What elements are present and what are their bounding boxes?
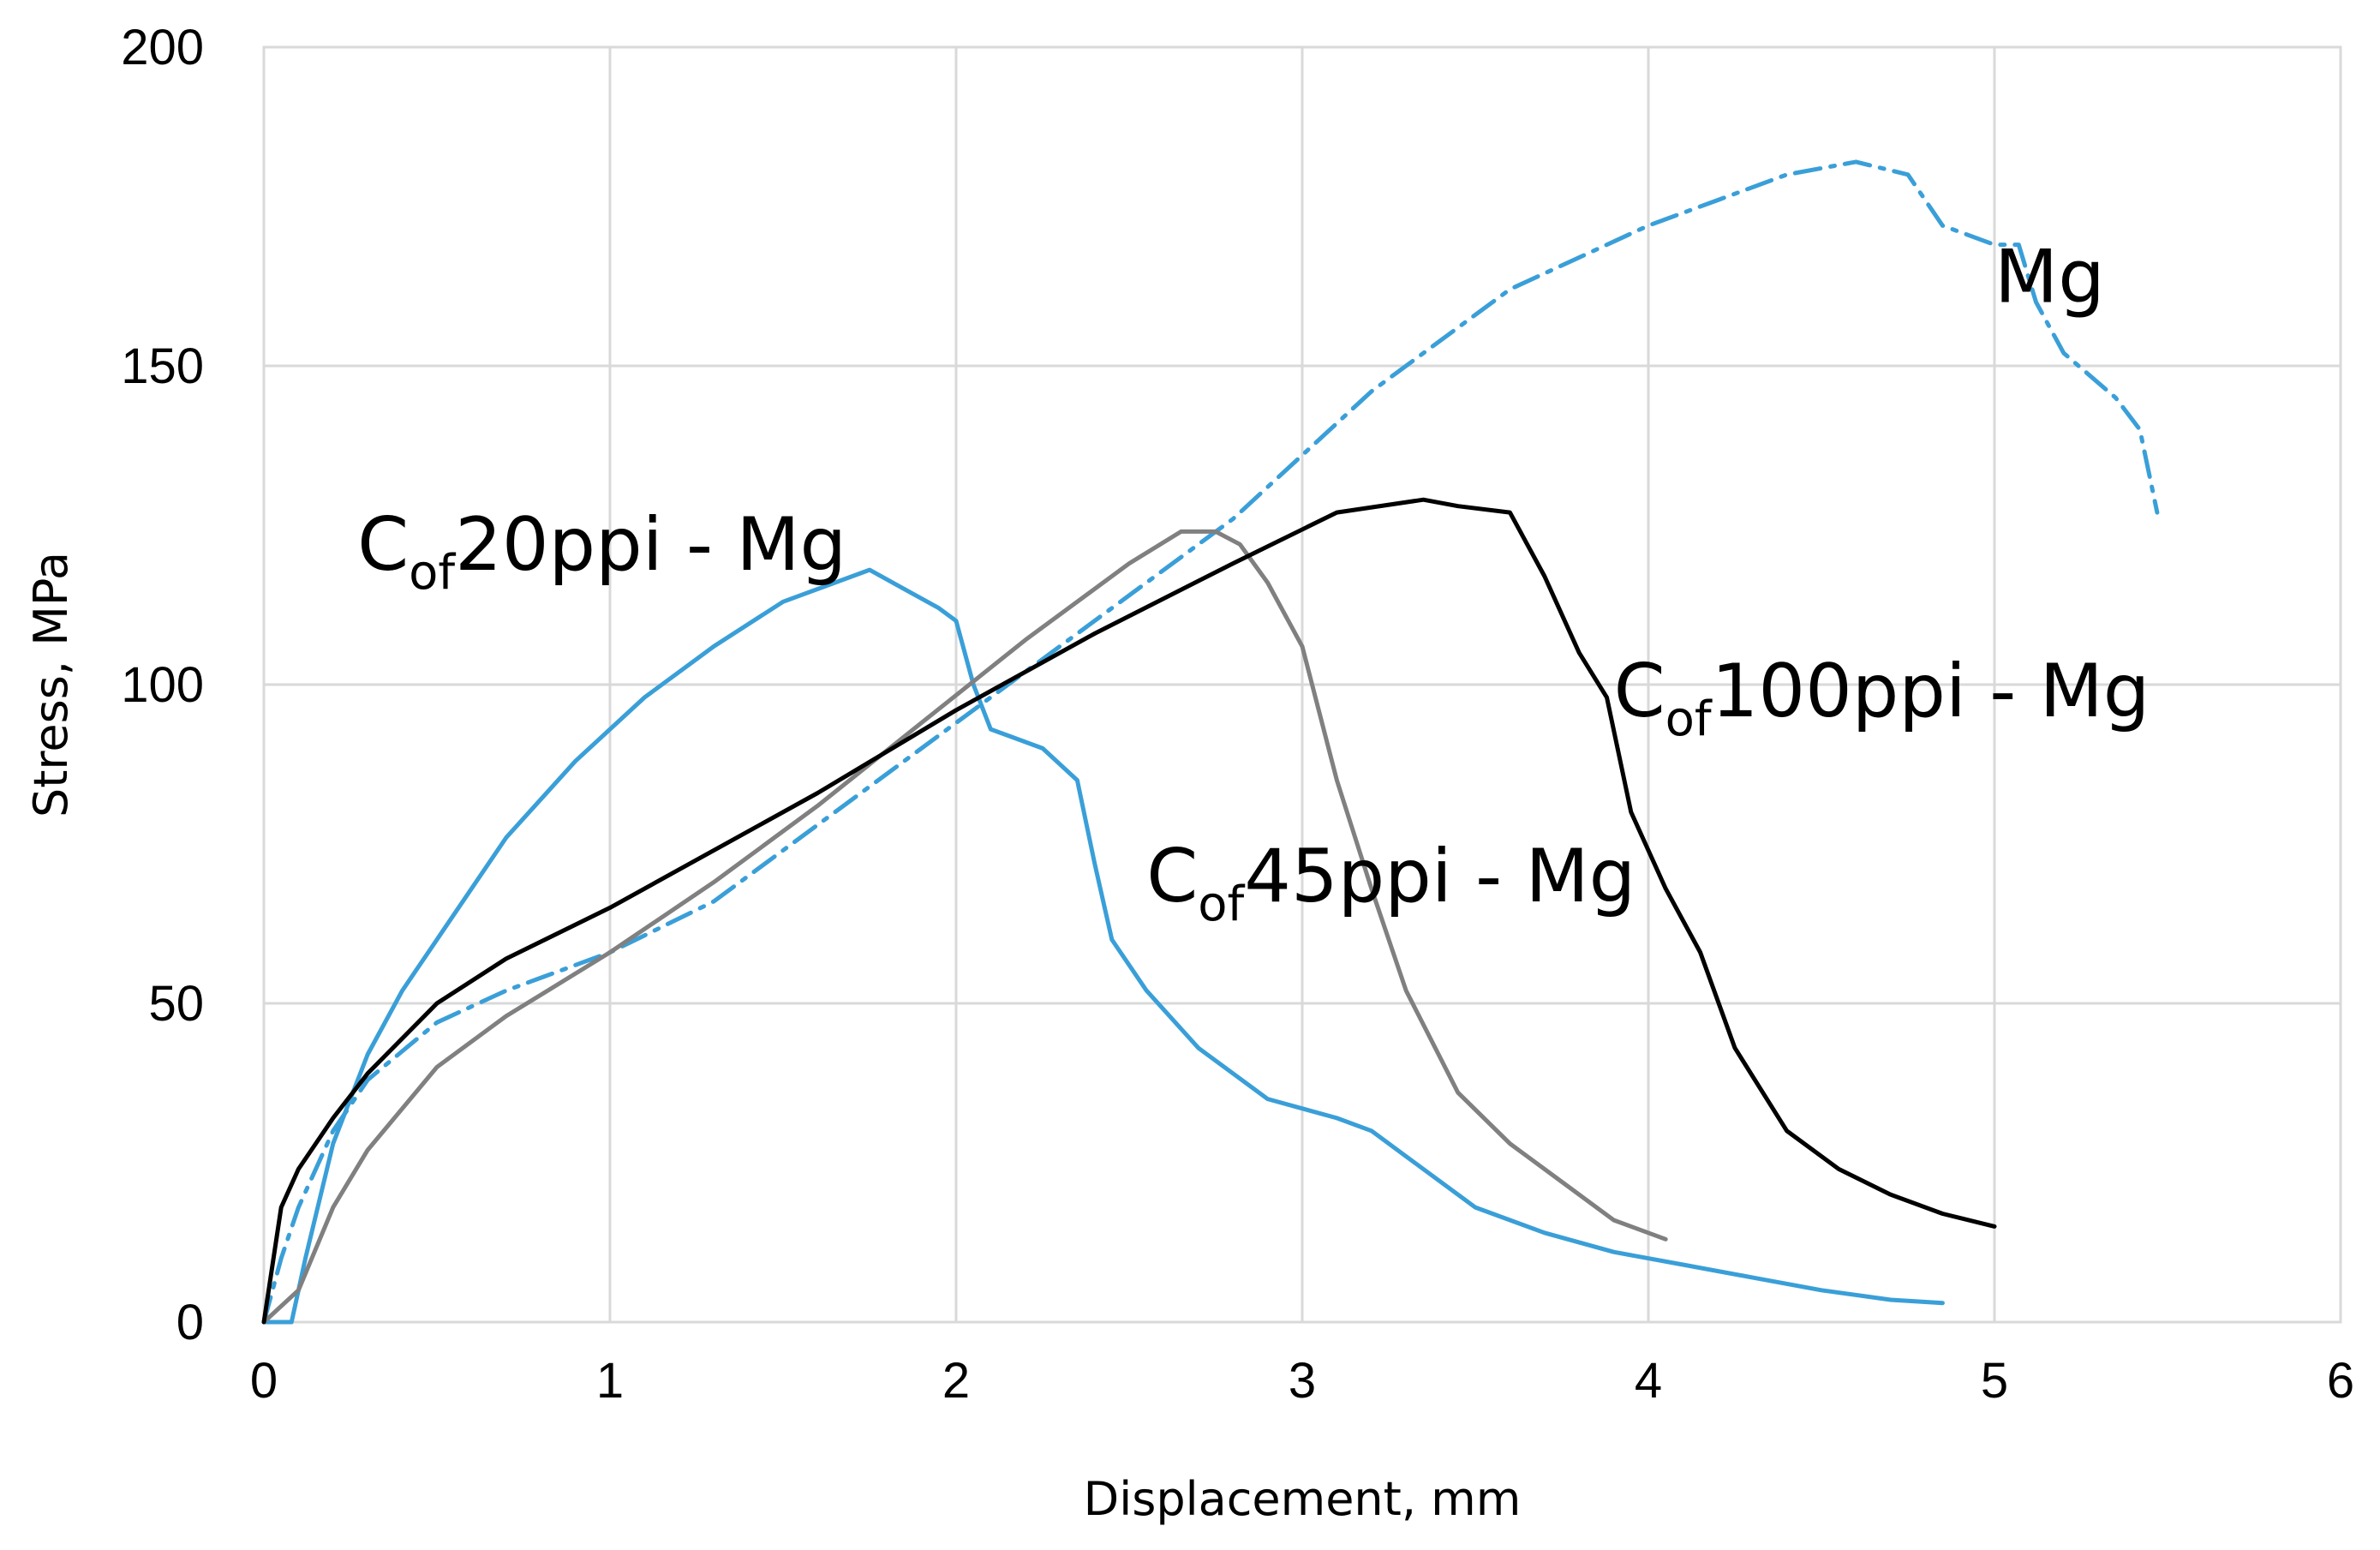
series-label-cof45ppi-mg: Cof45ppi - Mg bbox=[1146, 834, 1636, 932]
x-tick-label: 0 bbox=[250, 1353, 278, 1409]
x-tick-label: 6 bbox=[2327, 1353, 2354, 1409]
series-line-cof45ppi-mg bbox=[261, 529, 1668, 1325]
tick-labels: 0 1 2 3 4 5 6 0 50 100 150 200 bbox=[121, 20, 2354, 1409]
x-tick-label: 2 bbox=[942, 1353, 970, 1409]
x-tick-label: 4 bbox=[1635, 1353, 1662, 1409]
y-tick-label: 150 bbox=[121, 338, 204, 394]
series-layer bbox=[261, 159, 2160, 1325]
y-tick-label: 100 bbox=[121, 657, 204, 713]
series-label-suffix: 20ppi - Mg bbox=[455, 502, 846, 588]
y-axis-label: Stress, MPa bbox=[24, 552, 78, 817]
y-tick-label: 0 bbox=[176, 1295, 204, 1350]
series-label-main: C bbox=[357, 502, 409, 588]
series-line-mg bbox=[261, 159, 2160, 1325]
x-tick-label: 1 bbox=[596, 1353, 624, 1409]
series-label-main: C bbox=[1614, 649, 1665, 734]
series-line-cof100ppi-mg bbox=[261, 497, 1997, 1325]
x-axis-label: Displacement, mm bbox=[1084, 1472, 1522, 1526]
y-tick-label: 200 bbox=[121, 20, 204, 75]
series-line-cof20ppi-mg bbox=[261, 567, 1945, 1325]
series-label-subscript: of bbox=[409, 545, 456, 601]
series-label-subscript: of bbox=[1665, 691, 1713, 747]
series-label-subscript: of bbox=[1198, 877, 1245, 932]
plot-frame bbox=[262, 45, 2342, 1324]
series-label-main: Mg bbox=[1994, 235, 2105, 320]
series-label-cof20ppi-mg: Cof20ppi - Mg bbox=[357, 502, 846, 601]
y-tick-label: 50 bbox=[148, 976, 204, 1032]
series-label-mg: Mg bbox=[1994, 235, 2105, 320]
series-label-cof100ppi-mg: Cof100ppi - Mg bbox=[1614, 649, 2150, 747]
series-label-main: C bbox=[1146, 834, 1198, 919]
x-tick-label: 3 bbox=[1289, 1353, 1316, 1409]
series-label-suffix: 45ppi - Mg bbox=[1244, 834, 1636, 919]
x-tick-label: 5 bbox=[1981, 1353, 2008, 1409]
series-label-suffix: 100ppi - Mg bbox=[1712, 649, 2150, 734]
